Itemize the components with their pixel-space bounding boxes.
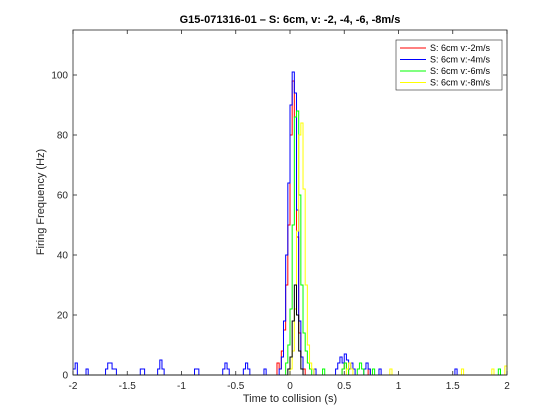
x-tick-label: 1.5	[446, 381, 460, 392]
y-tick-label: 100	[51, 71, 68, 82]
x-tick-label: 0.5	[337, 381, 351, 392]
y-axis-label: Firing Frequency (Hz)	[35, 149, 47, 255]
x-tick-label: -0.5	[227, 381, 245, 392]
x-tick-label: 1	[396, 381, 402, 392]
x-tick-label: -2	[69, 381, 78, 392]
x-ticks: -2 -1.5 -1 -0.5 0 0.5 1 1.5 2	[69, 30, 510, 392]
legend-entry: S: 6cm v:-6m/s	[430, 66, 491, 76]
x-tick-label: 0	[287, 381, 293, 392]
y-tick-label: 60	[57, 191, 69, 202]
legend-entry: S: 6cm v:-4m/s	[430, 55, 491, 65]
legend-entry: S: 6cm v:-2m/s	[430, 43, 491, 53]
y-tick-label: 0	[62, 371, 68, 382]
x-tick-label: 2	[504, 381, 510, 392]
chart-title: G15-071316-01 – S: 6cm, v: -2, -4, -6, -…	[180, 14, 401, 26]
y-tick-label: 80	[57, 131, 69, 142]
x-tick-label: -1	[177, 381, 186, 392]
legend-entry: S: 6cm v:-8m/s	[430, 78, 491, 88]
y-ticks: 0 20 40 60 80 100	[51, 71, 507, 382]
series-line-4	[73, 284, 507, 376]
legend: S: 6cm v:-2m/s S: 6cm v:-4m/sS: 6cm v:-6m…	[395, 39, 503, 91]
y-tick-label: 20	[57, 311, 69, 322]
x-tick-label: -1.5	[119, 381, 137, 392]
x-axis-label: Time to collision (s)	[243, 393, 337, 405]
y-tick-label: 40	[57, 251, 69, 262]
